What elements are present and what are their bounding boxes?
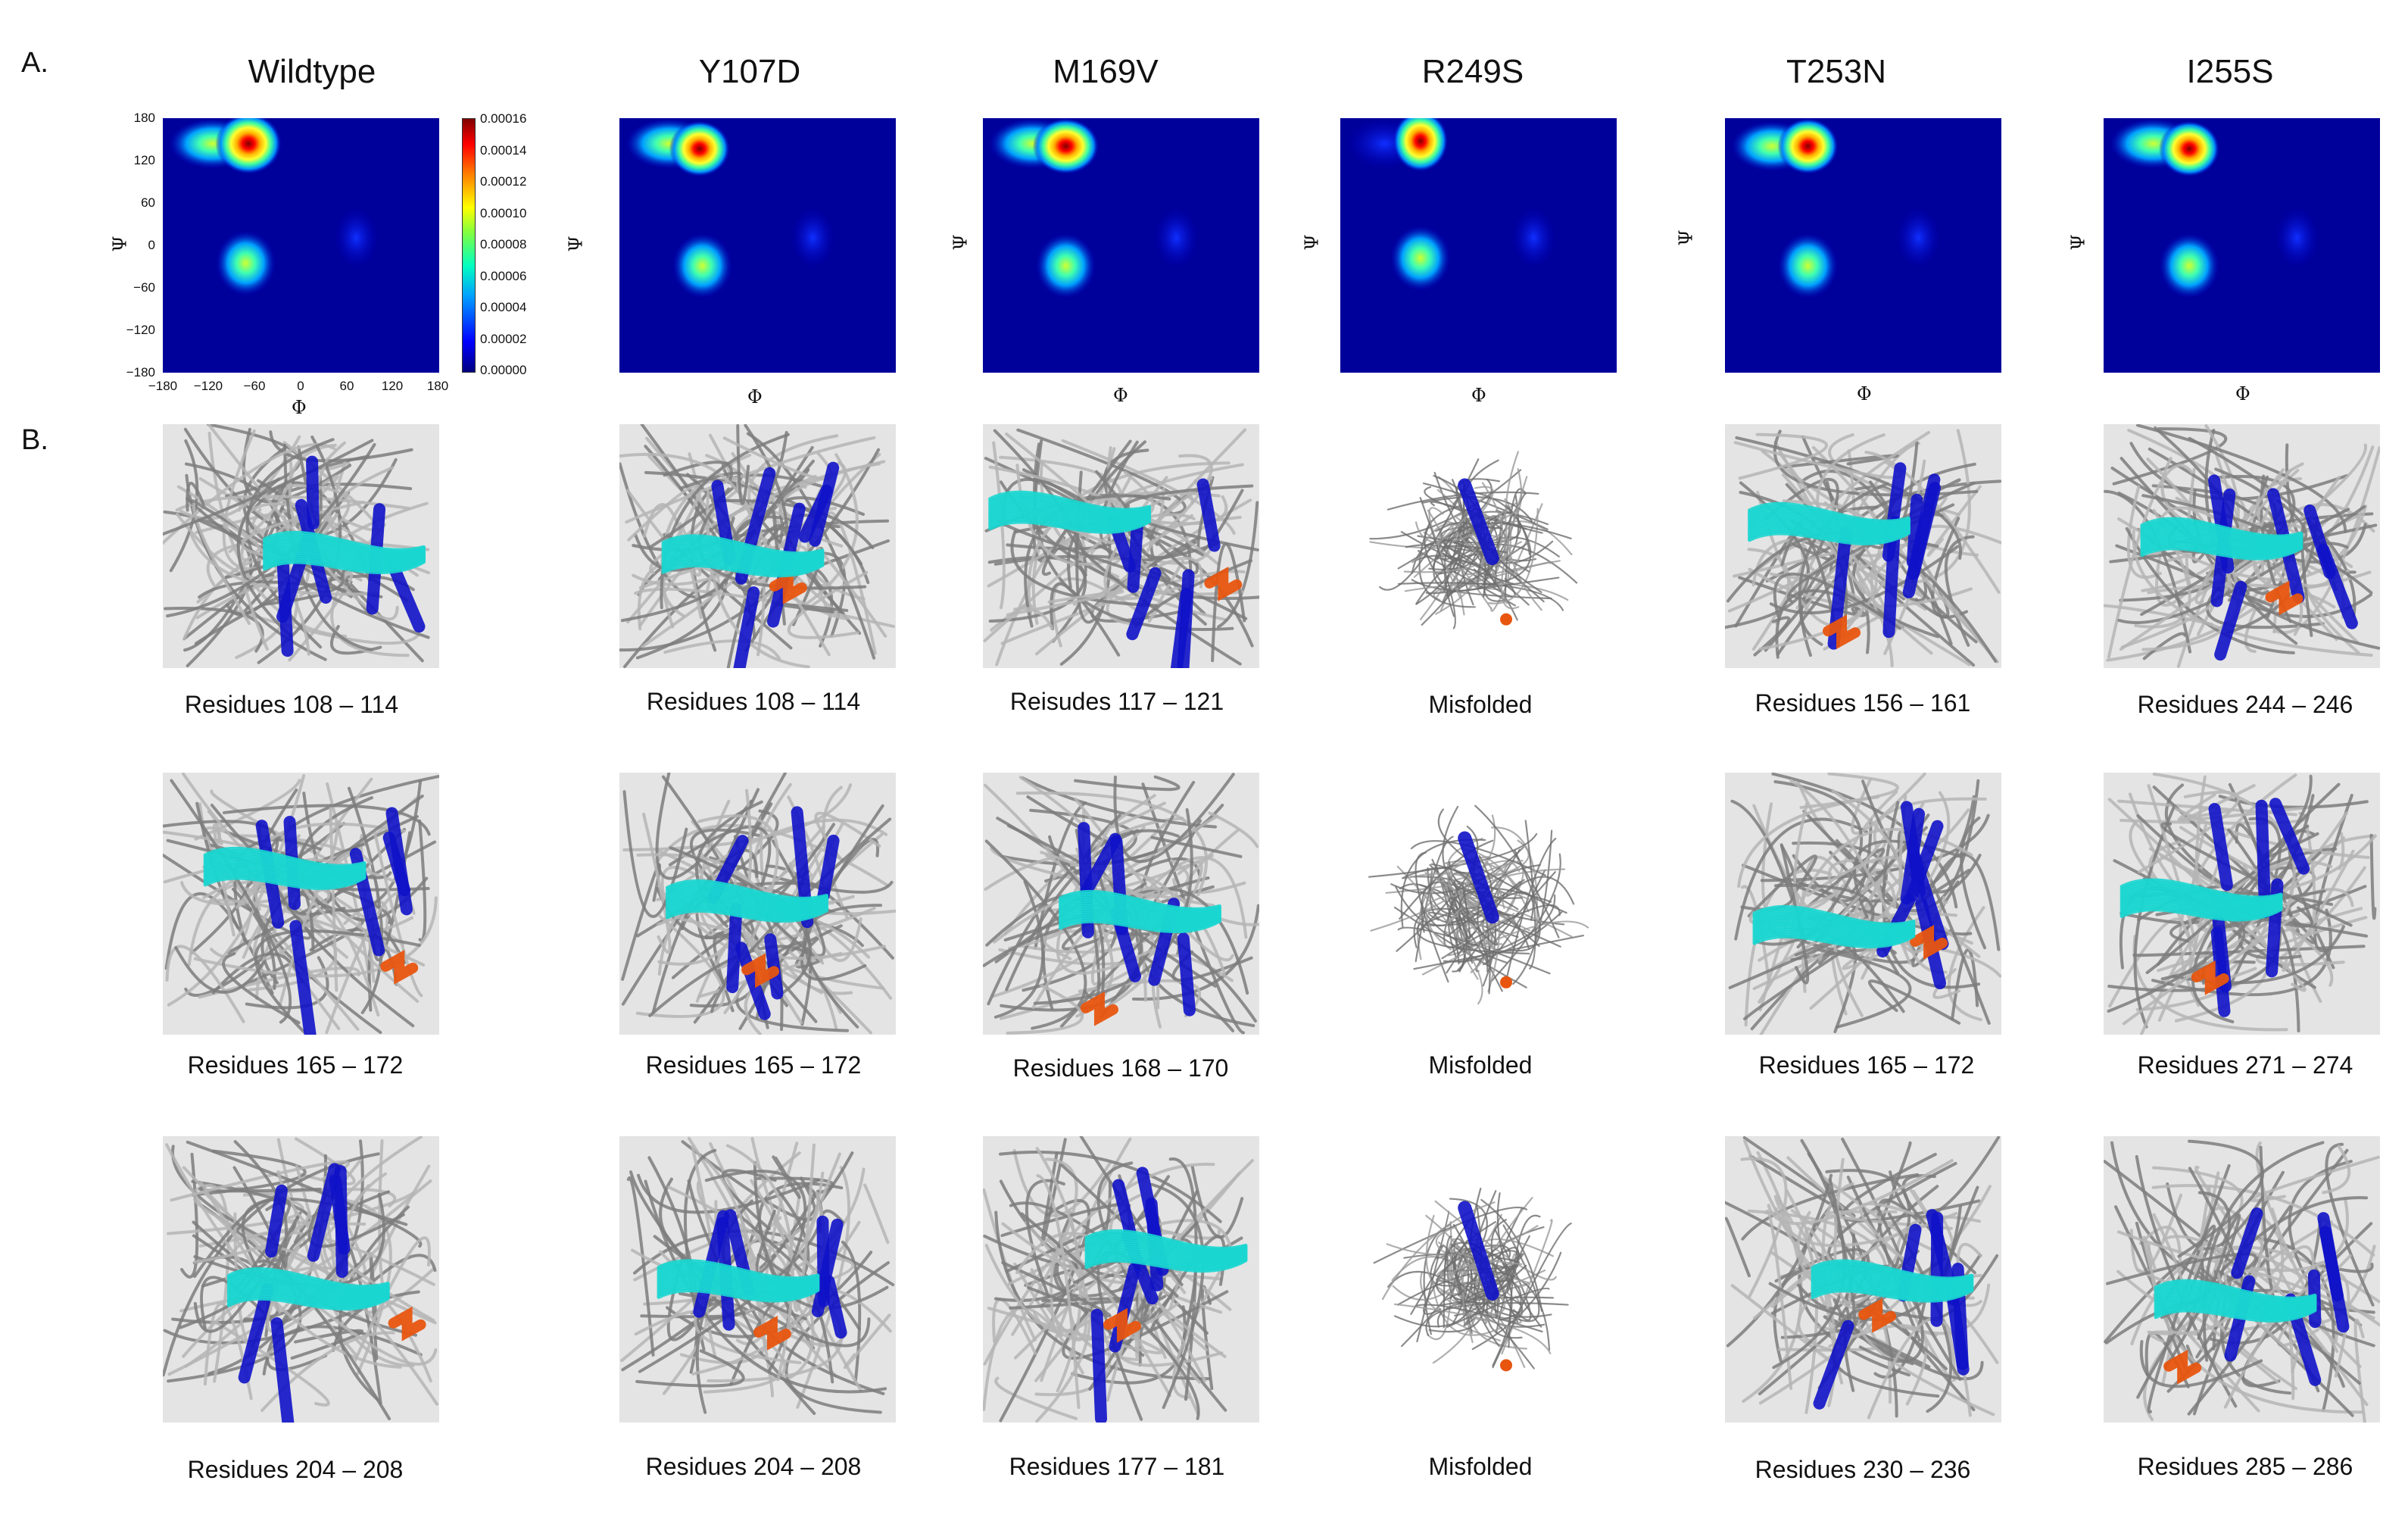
structure-ensemble-image: [163, 773, 439, 1035]
caption: Misfolded: [1428, 1051, 1533, 1079]
y-axis-label: Ψ: [565, 236, 587, 252]
caption: Residues 165 – 172: [187, 1051, 404, 1079]
colorbar-tick: 0.00004: [480, 300, 527, 314]
caption: Residues 244 – 246: [2137, 691, 2353, 718]
colorbar-tick: 0.00008: [480, 237, 527, 251]
y-tick: −120: [126, 323, 155, 337]
structure-ensemble-image: [619, 773, 896, 1035]
caption: Residues 230 – 236: [1755, 1456, 1971, 1483]
column-title-r249s: R249S: [1421, 53, 1524, 90]
ramachandran-plot-wildtype: [163, 118, 439, 373]
structure-ensemble-image: [163, 424, 439, 668]
density-map: [619, 118, 896, 373]
caption: Residues 204 – 208: [187, 1456, 404, 1483]
x-tick: 180: [426, 379, 449, 393]
caption: Residues 204 – 208: [645, 1453, 862, 1480]
structure-ensemble-image: [2104, 773, 2380, 1035]
structure-ensemble-image: [1340, 424, 1617, 668]
caption: Residues 108 – 114: [184, 691, 399, 718]
colorbar-tick: 0.00000: [480, 363, 527, 377]
structure-ensemble-image: [2104, 424, 2380, 668]
x-tick: 0: [297, 379, 304, 393]
structure-ensemble-image: [2104, 1136, 2380, 1423]
x-tick: 120: [381, 379, 404, 393]
y-tick: −60: [133, 280, 155, 295]
caption: Misfolded: [1428, 1453, 1533, 1480]
y-tick: −180: [126, 365, 155, 379]
colorbar-tick: 0.00002: [480, 332, 527, 346]
column-title-wildtype: Wildtype: [248, 53, 376, 90]
density-map: [983, 118, 1259, 373]
ramachandran-plot-y107d: [619, 118, 896, 373]
ramachandran-plot-i255s: [2104, 118, 2380, 373]
y-axis-label: Ψ: [2067, 234, 2089, 251]
structure-ensemble-image: [619, 1136, 896, 1423]
y-tick: 180: [133, 111, 155, 125]
x-tick: 60: [339, 379, 354, 393]
structure-ensemble-image: [1340, 1136, 1617, 1423]
column-title-i255s: I255S: [2186, 53, 2274, 90]
structure-ensemble-image: [1725, 1136, 2001, 1423]
structure-ensemble-image: [983, 1136, 1259, 1423]
density-map: [1340, 118, 1617, 373]
x-tick: −60: [243, 379, 266, 393]
colorbar: [462, 118, 476, 373]
caption: Residues 108 – 114: [646, 688, 861, 715]
y-axis-label: Ψ: [1301, 234, 1323, 251]
structure-ensemble-image: [619, 424, 896, 668]
caption: Residues 177 – 181: [1009, 1453, 1225, 1480]
caption: Reisudes 117 – 121: [1009, 688, 1224, 715]
ramachandran-plot-r249s: [1340, 118, 1617, 373]
y-tick: 0: [148, 238, 155, 252]
density-map: [1725, 118, 2001, 373]
caption: Residues 271 – 274: [2137, 1051, 2353, 1079]
structure-ensemble-image: [1340, 773, 1617, 1035]
panel-label-b: B.: [21, 424, 48, 456]
caption: Residues 285 – 286: [2137, 1453, 2353, 1480]
caption: Residues 165 – 172: [1758, 1051, 1975, 1079]
caption: Residues 156 – 161: [1755, 689, 1971, 717]
x-tick: −180: [148, 379, 178, 393]
density-map: [2104, 118, 2380, 373]
colorbar-tick: 0.00010: [480, 206, 527, 220]
structure-ensemble-image: [163, 1136, 439, 1423]
x-axis-label: Φ: [747, 386, 763, 408]
column-title-t253n: T253N: [1786, 53, 1887, 90]
structure-ensemble-image: [983, 773, 1259, 1035]
x-axis-label: Φ: [1857, 383, 1872, 404]
panel-label-a: A.: [21, 47, 48, 79]
colorbar-tick: 0.00006: [480, 269, 527, 283]
x-axis-label: Φ: [1471, 385, 1486, 406]
x-axis-label: Φ: [1113, 385, 1128, 406]
y-axis-label: Ψ: [950, 234, 972, 251]
colorbar-tick: 0.00012: [480, 174, 527, 189]
colorbar-tick: 0.00016: [480, 111, 527, 126]
structure-ensemble-image: [1725, 424, 2001, 668]
x-tick: −120: [193, 379, 223, 393]
y-axis-label: Ψ: [1675, 230, 1697, 246]
structure-ensemble-image: [983, 424, 1259, 668]
column-title-y107d: Y107D: [698, 53, 801, 90]
colorbar-tick: 0.00014: [480, 143, 527, 158]
y-axis-label: Ψ: [109, 236, 131, 252]
x-axis-label: Φ: [2235, 383, 2250, 404]
ramachandran-plot-m169v: [983, 118, 1259, 373]
caption: Residues 168 – 170: [1012, 1054, 1229, 1082]
caption: Misfolded: [1428, 691, 1533, 718]
structure-ensemble-image: [1725, 773, 2001, 1035]
column-title-m169v: M169V: [1053, 53, 1159, 90]
x-axis-label: Φ: [292, 397, 307, 418]
y-tick: 60: [141, 195, 155, 210]
y-tick: 120: [133, 153, 155, 167]
caption: Residues 165 – 172: [645, 1051, 862, 1079]
ramachandran-plot-t253n: [1725, 118, 2001, 373]
density-map: [163, 118, 439, 373]
